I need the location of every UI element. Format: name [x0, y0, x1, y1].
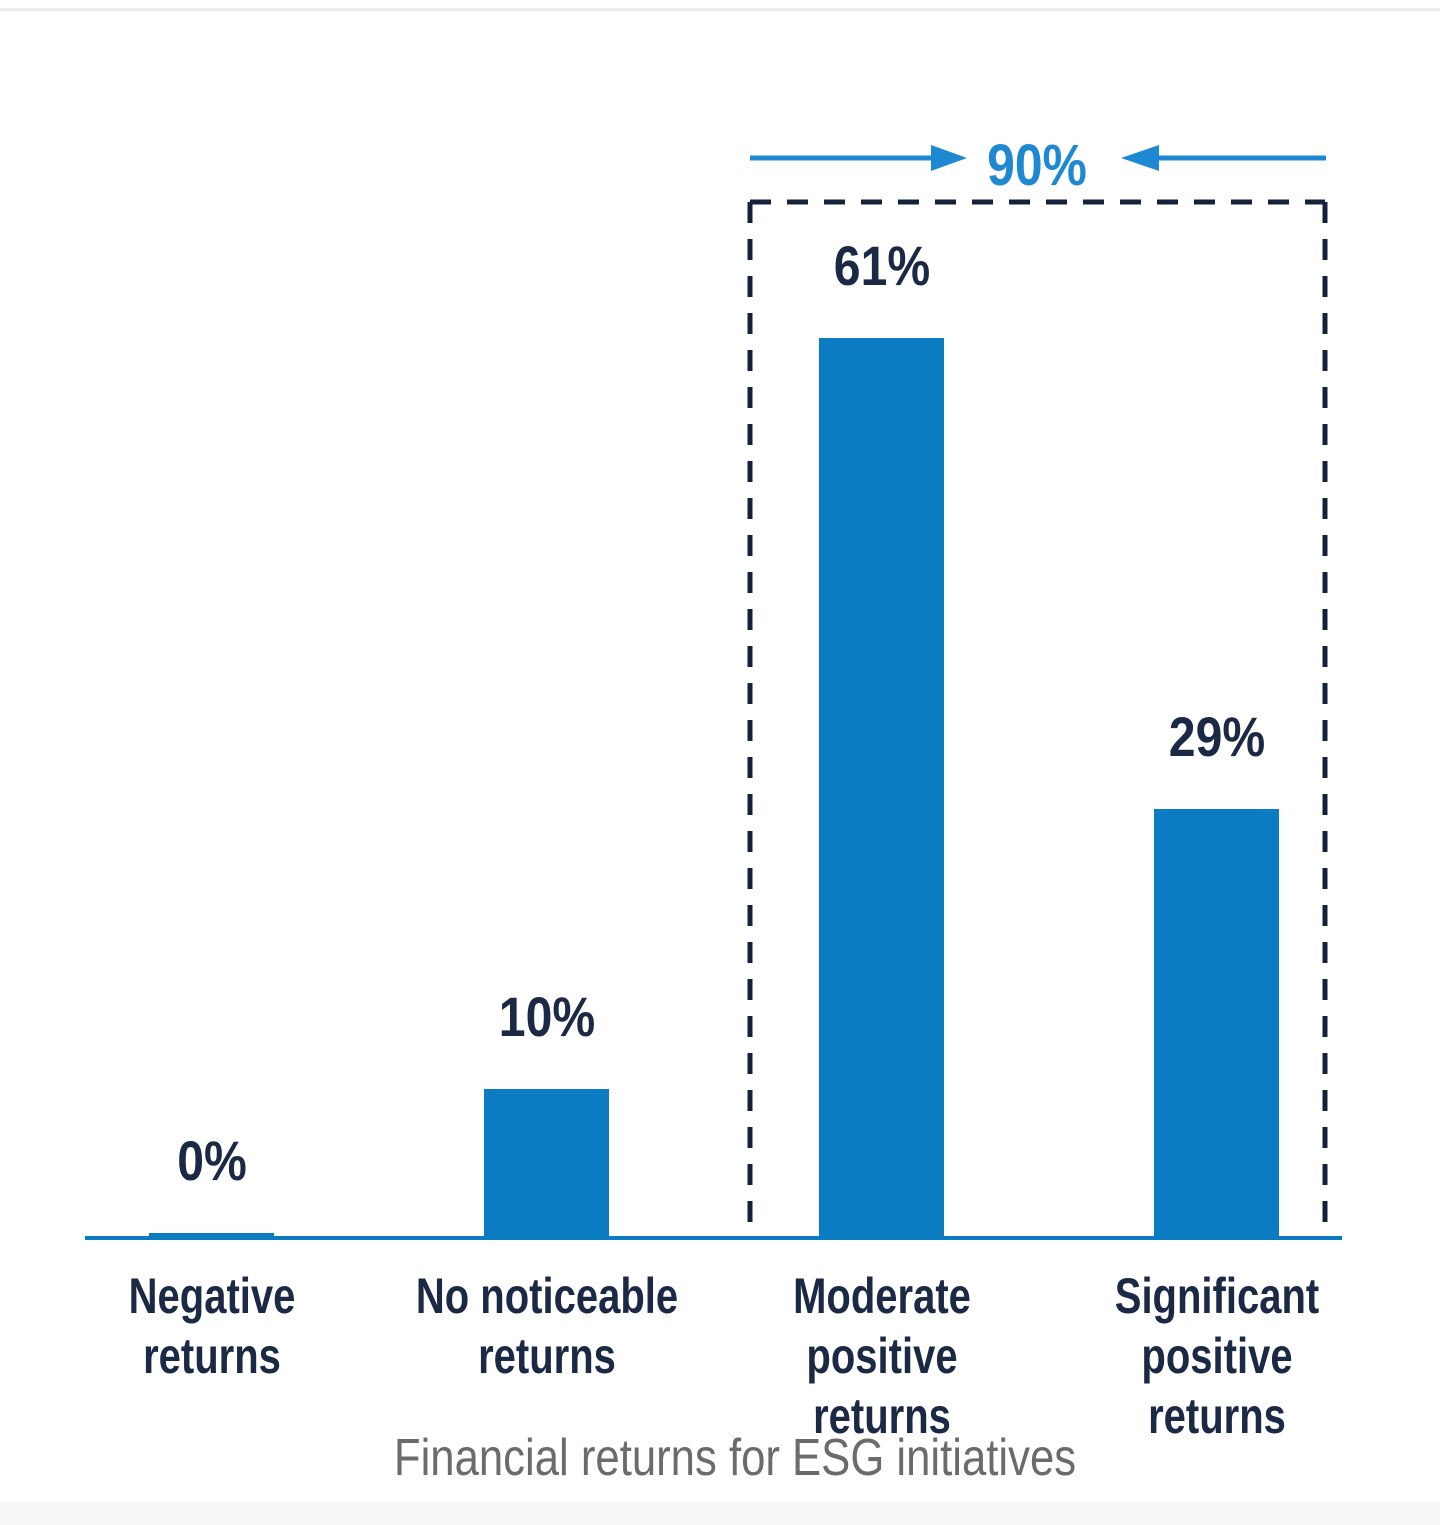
bar-0	[149, 1233, 274, 1236]
category-label-0: Negative returns	[128, 1268, 296, 1384]
category-label-1: No noticeable returns	[415, 1268, 679, 1384]
bottom-band	[0, 1502, 1440, 1525]
bar-3	[1154, 809, 1279, 1236]
value-label-3: 29%	[1168, 705, 1266, 768]
top-hairline	[0, 8, 1440, 11]
category-label-3: Significant positive returns	[1114, 1268, 1320, 1444]
x-axis-line	[85, 1236, 1342, 1240]
value-label-1: 10%	[498, 985, 596, 1048]
group-total-label: 90%	[987, 133, 1087, 198]
value-label-0: 0%	[177, 1129, 247, 1192]
bar-2	[819, 338, 944, 1236]
category-label-2: Moderate positive returns	[793, 1268, 971, 1444]
bar-1	[484, 1089, 609, 1236]
value-label-2: 61%	[833, 234, 931, 297]
chart-title: Financial returns for ESG initiatives	[393, 1429, 1077, 1487]
